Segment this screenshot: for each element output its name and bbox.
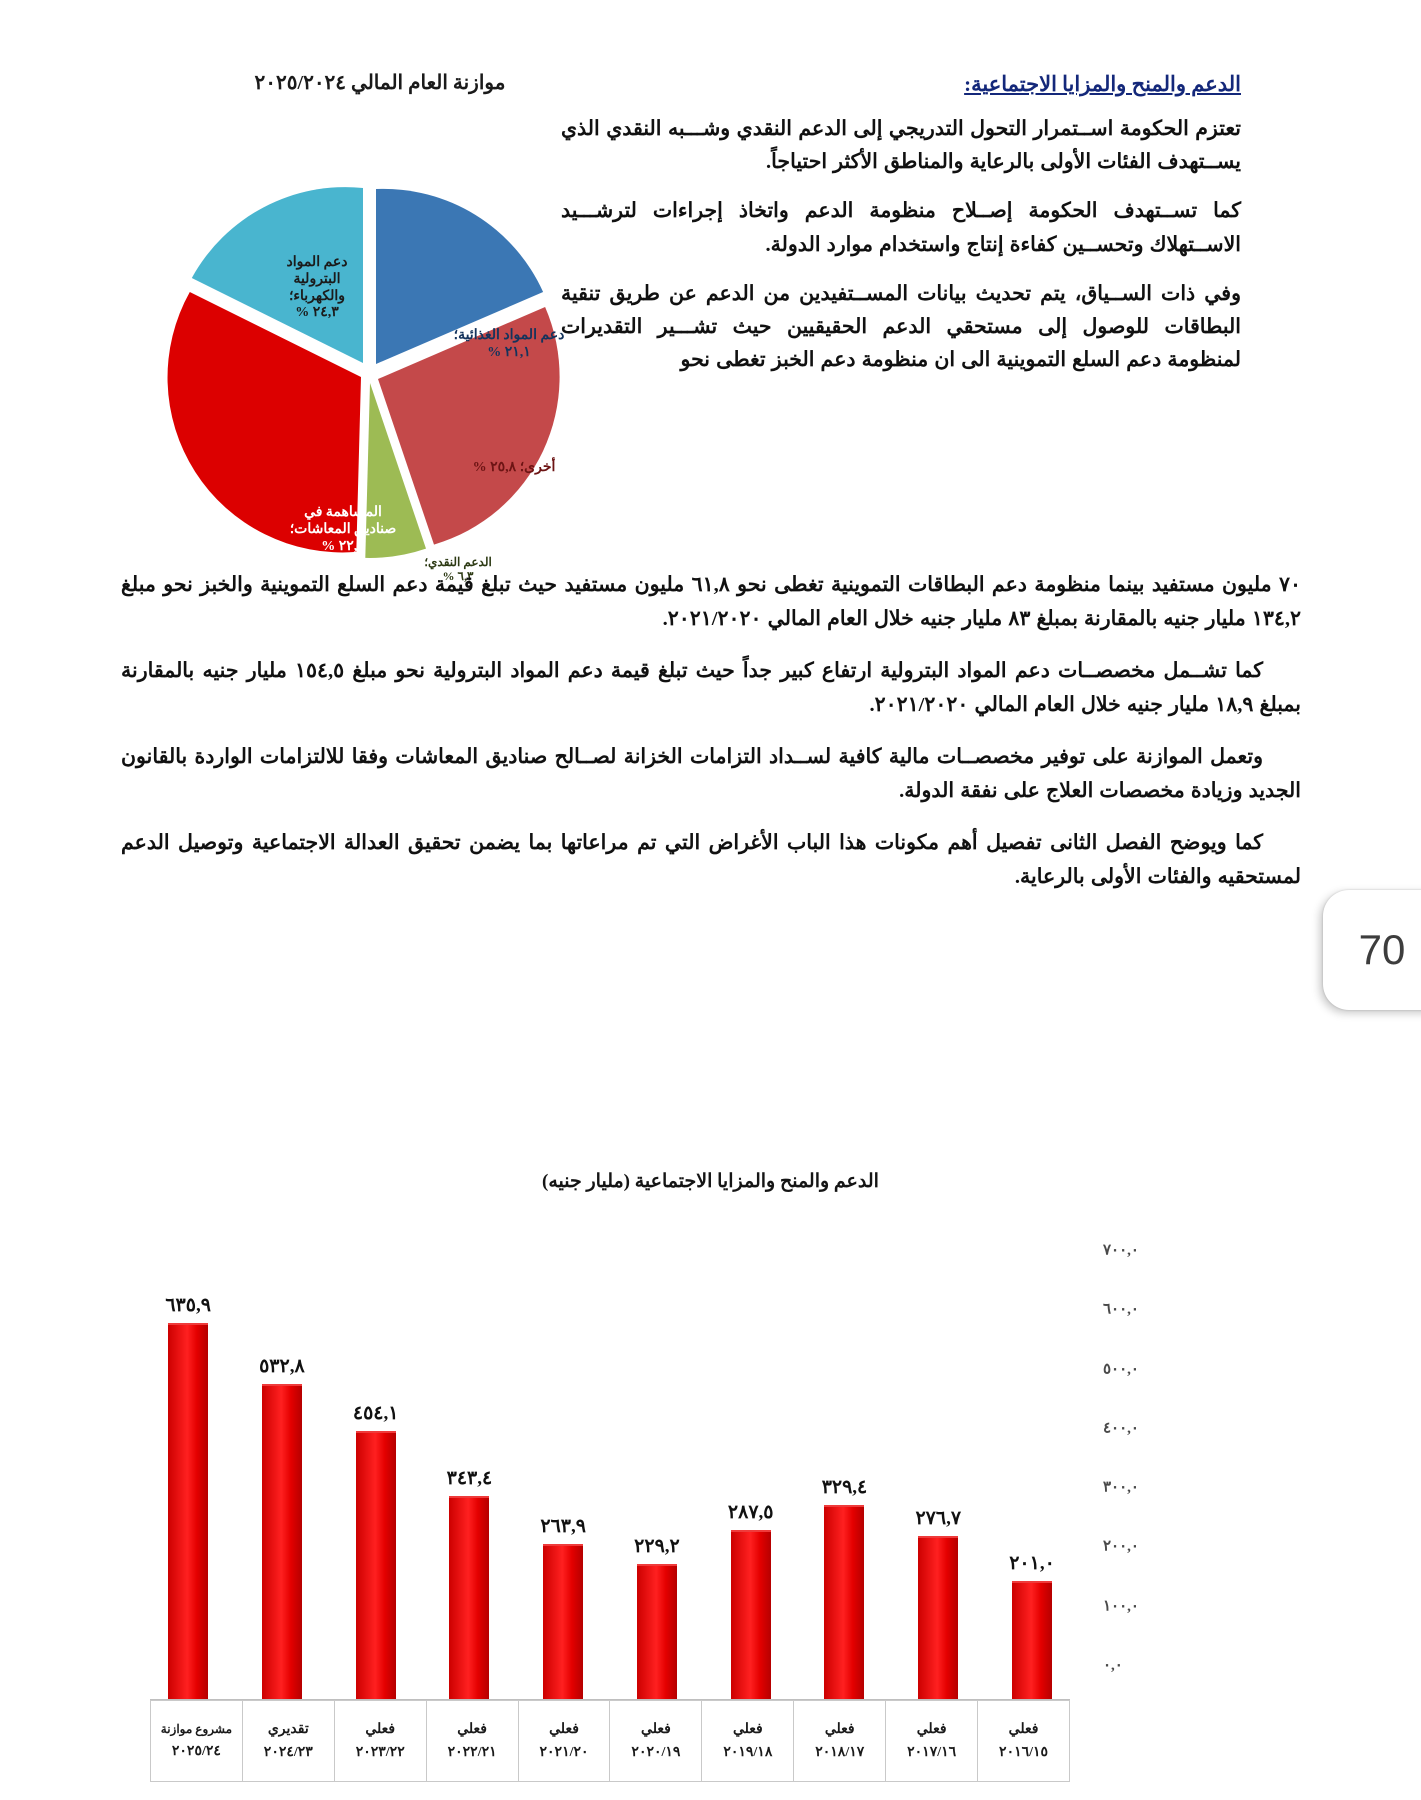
bar-value-label: ٢٨٧,٥	[727, 1502, 774, 1523]
y-axis-tick-label: ٥٠٠,٠	[1103, 1361, 1139, 1378]
page-number-badge: 70	[1323, 890, 1421, 1010]
x-axis-category-year: ٢٠٢٤/٢٣	[263, 1745, 313, 1760]
bar-rect	[636, 1564, 677, 1700]
x-axis-category-cell: فعلي ٢٠٢١/٢٠	[519, 1701, 611, 1781]
bar-column: ٣٢٩,٤	[806, 1255, 882, 1700]
bar-value-label: ٢٠١,٠	[1009, 1553, 1055, 1574]
y-axis-tick-label: ٢٠٠,٠	[1103, 1538, 1139, 1555]
pie-slice-cash	[365, 383, 426, 558]
bar-value-label: ٢٧٦,٧	[915, 1508, 962, 1529]
y-axis-tick-label: ٧٠٠,٠	[1103, 1242, 1139, 1259]
x-axis-category-year: ٢٠٢٣/٢٢	[355, 1745, 405, 1760]
bar-value-label: ٢٢٩,٢	[634, 1536, 680, 1557]
bar-chart-block: الدعم والمنح والمزايا الاجتماعية (مليار …	[0, 1170, 1421, 1800]
bar-column: ٤٥٤,١	[338, 1255, 414, 1700]
pie-slice-pensions	[167, 292, 361, 553]
bar-column: ٢٠١,٠	[994, 1255, 1070, 1700]
y-axis-tick-label: ١٠٠,٠	[1103, 1598, 1139, 1615]
bar-chart-title: الدعم والمنح والمزايا الاجتماعية (مليار …	[542, 1171, 879, 1192]
bar-rect	[543, 1544, 584, 1700]
bar-rect	[449, 1496, 490, 1700]
x-axis-category-cell: فعلي ٢٠٢٣/٢٢	[335, 1701, 427, 1781]
x-axis-category-kind: فعلي	[732, 1722, 763, 1737]
x-axis-category-cell: تقديري ٢٠٢٤/٢٣	[243, 1701, 335, 1781]
y-axis-tick-label: ٤٠٠,٠	[1103, 1420, 1139, 1437]
x-axis-category-cell: مشروع موازنة ٢٠٢٥/٢٤	[151, 1701, 243, 1781]
y-axis-labels: ٠,٠ ١٠٠,٠ ٢٠٠,٠ ٣٠٠,٠ ٤٠٠,٠ ٥٠٠,٠ ٦٠٠,٠ ٧٠٠,٠	[1075, 1220, 1195, 1674]
bar-value-label: ٦٣٥,٩	[165, 1295, 211, 1316]
paragraph-7: كما ويوضح الفصل الثانى تفصيل أهم مكونات …	[121, 832, 1301, 889]
x-axis-category-year: ٢٠٢١/٢٠	[539, 1745, 589, 1760]
x-axis-category-year: ٢٠١٦/١٥	[999, 1745, 1049, 1760]
x-axis-category-kind: فعلي	[457, 1722, 487, 1737]
x-axis-category-kind: فعلي	[1008, 1722, 1039, 1737]
x-axis-category-cell: فعلي ٢٠١٩/١٨	[702, 1701, 795, 1781]
bar-column: ٣٤٣,٤	[431, 1255, 507, 1700]
bar-rect	[261, 1384, 302, 1700]
bar-column: ٢٦٣,٩	[525, 1255, 601, 1700]
pie-chart-figure: دعم المواد البترولية والكهرباء؛ ٢٤,٣ % د…	[120, 135, 620, 605]
bar-value-label: ٢٦٣,٩	[540, 1516, 586, 1537]
x-axis-category-year: ٢٠٢٢/٢١	[447, 1745, 497, 1760]
section-text-column: الدعم والمنح والمزايا الاجتماعية: تعتزم …	[561, 72, 1241, 393]
x-axis-category-year: ٢٠١٨/١٧	[815, 1745, 865, 1760]
x-axis-category-cell: فعلي ٢٠٢٢/٢١	[427, 1701, 519, 1781]
bar-column: ٥٣٢,٨	[244, 1255, 320, 1700]
x-axis-category-kind: فعلي	[916, 1722, 947, 1737]
bar-rect	[918, 1536, 959, 1700]
section-heading: الدعم والمنح والمزايا الاجتماعية:	[964, 72, 1241, 96]
y-axis-tick-label: ٠,٠	[1103, 1657, 1123, 1674]
y-axis-tick-label: ٦٠٠,٠	[1103, 1301, 1139, 1318]
x-axis-category-cell: فعلي ٢٠٢٠/١٩	[610, 1701, 703, 1781]
pie-chart-title: موازنة العام المالي ٢٠٢٥/٢٠٢٤	[254, 72, 506, 94]
x-axis-category-year: ٢٠١٧/١٦	[907, 1745, 957, 1760]
x-axis-category-kind: مشروع موازنة	[160, 1722, 233, 1736]
pie-slice-petroleum	[191, 187, 363, 363]
bar-chart-plot: ٢٠١,٠ ٢٧٦,٧ ٣٢٩,٤ ٢٨٧,٥ ٢٢٩,٢ ٢٦٣,٩ ٣٤٣,٤ ٤٥٤,١…	[150, 1220, 1070, 1700]
y-axis-tick-label: ٣٠٠,٠	[1103, 1479, 1139, 1496]
bar-value-label: ٥٣٢,٨	[259, 1356, 305, 1377]
bar-column: ٢٢٩,٢	[619, 1255, 695, 1700]
bar-rect	[168, 1323, 209, 1700]
x-axis-category-cell: فعلي ٢٠١٦/١٥	[978, 1701, 1070, 1781]
paragraph-6: وتعمل الموازنة على توفير مخصصــات مالية …	[121, 746, 1301, 803]
bar-series: ٢٠١,٠ ٢٧٦,٧ ٣٢٩,٤ ٢٨٧,٥ ٢٢٩,٢ ٢٦٣,٩ ٣٤٣,٤ ٤٥٤,١…	[150, 1255, 1070, 1700]
pie-chart-svg	[167, 187, 560, 558]
bar-value-label: ٣٤٣,٤	[446, 1468, 493, 1489]
x-axis-category-year: ٢٠٢٠/١٩	[631, 1745, 681, 1760]
bar-value-label: ٣٢٩,٤	[821, 1477, 868, 1498]
bar-column: ٦٣٥,٩	[150, 1255, 226, 1700]
x-axis-category-cell: فعلي ٢٠١٧/١٦	[886, 1701, 979, 1781]
bar-column: ٢٧٦,٧	[900, 1255, 976, 1700]
bar-rect	[1012, 1581, 1052, 1700]
pie-slice-food	[376, 188, 544, 364]
x-axis-category-kind: فعلي	[824, 1722, 855, 1737]
x-axis-category-year: ٢٠١٩/١٨	[723, 1745, 773, 1760]
paragraph-5: كما تشــمل مخصصــات دعم المواد البترولية…	[121, 660, 1301, 717]
x-axis-category-table: فعلي ٢٠١٦/١٥ فعلي ٢٠١٧/١٦ فعلي ٢٠١٨/١٧ فعلي ٢٠١…	[150, 1700, 1070, 1782]
x-axis-category-kind: فعلي	[365, 1722, 396, 1737]
bar-rect	[824, 1505, 865, 1700]
bar-rect	[730, 1530, 771, 1700]
x-axis-line	[150, 1699, 1070, 1700]
paragraph-4: ٧٠ مليون مستفيد بينما منظومة دعم البطاقا…	[121, 574, 1302, 631]
bar-value-label: ٤٥٤,١	[352, 1403, 399, 1424]
x-axis-category-year: ٢٠٢٥/٢٤	[171, 1744, 221, 1759]
paragraph-2: كما تســتهدف الحكومة إصــلاح منظومة الدع…	[561, 200, 1241, 256]
section-wide-column: ٧٠ مليون مستفيد بينما منظومة دعم البطاقا…	[121, 568, 1301, 912]
bar-rect	[355, 1431, 396, 1700]
x-axis-category-kind: فعلي	[641, 1722, 671, 1737]
paragraph-3: وفي ذات الســياق، يتم تحديث بيانات المسـ…	[561, 282, 1241, 372]
pie-slice-other	[378, 307, 560, 545]
bar-column: ٢٨٧,٥	[713, 1255, 789, 1700]
x-axis-category-kind: تقديري	[267, 1722, 309, 1737]
page-top-block: موازنة العام المالي ٢٠٢٥/٢٠٢٤	[120, 72, 1421, 1010]
paragraph-1: تعتزم الحكومة اســتمرار التحول التدريجي …	[561, 118, 1241, 174]
x-axis-category-kind: فعلي	[549, 1722, 579, 1737]
x-axis-category-cell: فعلي ٢٠١٨/١٧	[794, 1701, 887, 1781]
